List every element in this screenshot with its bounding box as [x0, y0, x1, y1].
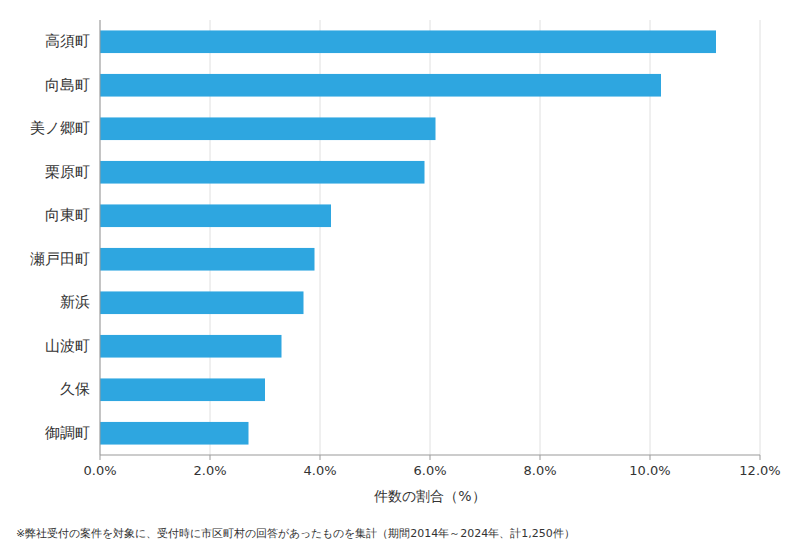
- x-tick-label: 6.0%: [413, 463, 446, 478]
- y-tick-label: 瀬戸田町: [30, 250, 90, 268]
- x-tick: [430, 455, 431, 460]
- y-tick-label: 久保: [60, 380, 90, 398]
- bar: [100, 335, 282, 358]
- bar: [100, 74, 661, 97]
- bar: [100, 378, 265, 401]
- bar: [100, 30, 716, 53]
- y-tick-label: 山波町: [45, 337, 90, 355]
- bar: [100, 161, 425, 184]
- grid-line: [100, 20, 101, 455]
- bar: [100, 248, 315, 271]
- bar: [100, 204, 331, 227]
- bars: [100, 30, 716, 444]
- x-tick: [650, 455, 651, 460]
- x-tick-label: 4.0%: [303, 463, 336, 478]
- chart-svg: 0.0% 2.0% 4.0% 6.0% 8.0% 10.0% 12.0% 御調町 久保 山波町 新浜…: [0, 0, 790, 551]
- y-tick-label: 御調町: [45, 424, 90, 442]
- x-axis-line: [100, 455, 760, 456]
- y-axis-line: [100, 20, 101, 455]
- x-tick: [210, 455, 211, 460]
- grid-line: [760, 20, 761, 455]
- y-tick-label: 新浜: [60, 293, 90, 311]
- y-tick-label: 向東町: [45, 206, 90, 224]
- bar: [100, 291, 304, 314]
- y-ticks: 御調町 久保 山波町 新浜 瀬戸田町 向東町 栗原町 美ノ郷町 向島町 高須町: [30, 32, 90, 442]
- x-axis-label: 件数の割合（%）: [374, 488, 485, 504]
- chart-container: 0.0% 2.0% 4.0% 6.0% 8.0% 10.0% 12.0% 御調町 久保 山波町 新浜…: [0, 0, 790, 551]
- bar: [100, 422, 249, 445]
- x-ticks: 0.0% 2.0% 4.0% 6.0% 8.0% 10.0% 12.0%: [83, 455, 780, 478]
- x-tick-label: 2.0%: [193, 463, 226, 478]
- x-tick-label: 12.0%: [739, 463, 780, 478]
- y-tick-label: 美ノ郷町: [30, 119, 90, 137]
- x-tick-label: 10.0%: [629, 463, 670, 478]
- y-tick-label: 栗原町: [45, 163, 90, 181]
- x-tick: [320, 455, 321, 460]
- x-tick-label: 0.0%: [83, 463, 116, 478]
- x-tick: [100, 455, 101, 460]
- grid: [100, 20, 760, 455]
- x-tick: [760, 455, 761, 460]
- x-tick-label: 8.0%: [523, 463, 556, 478]
- footnote: ※弊社受付の案件を対象に、受付時に市区町村の回答があったものを集計（期間2014…: [16, 527, 575, 540]
- y-tick-label: 向島町: [45, 76, 90, 94]
- x-tick: [540, 455, 541, 460]
- y-tick-label: 高須町: [45, 32, 90, 50]
- bar: [100, 117, 436, 140]
